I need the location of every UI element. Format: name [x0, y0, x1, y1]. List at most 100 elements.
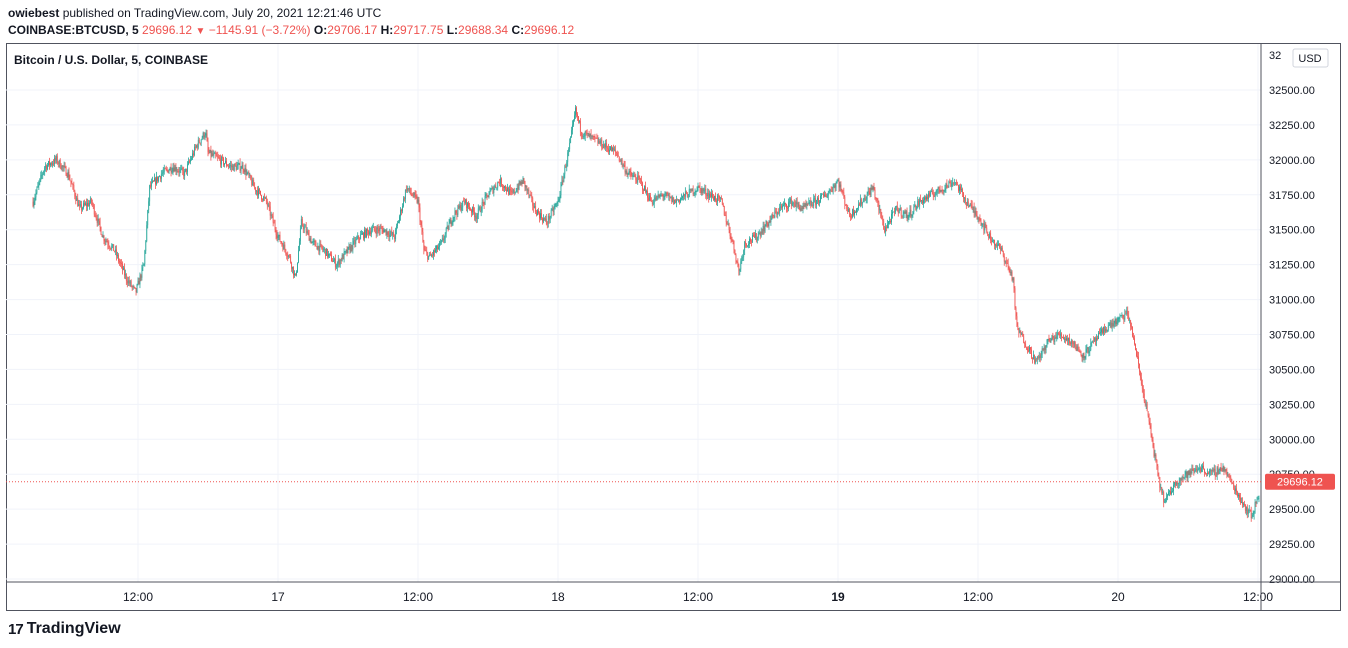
candle-body: [543, 218, 544, 222]
candle-body: [121, 263, 122, 265]
candle-body: [284, 244, 286, 250]
candle-body: [1228, 475, 1230, 477]
candle-body: [1225, 469, 1227, 471]
candle-body: [371, 227, 373, 231]
candle-body: [1007, 263, 1009, 267]
candle-body: [781, 206, 783, 208]
candle-body: [757, 233, 759, 238]
candle-body: [677, 199, 678, 201]
candle-body: [177, 171, 179, 173]
candle-body: [348, 246, 350, 248]
candle-body: [939, 189, 941, 192]
candle-body: [74, 190, 76, 197]
candle-body: [40, 174, 42, 179]
candle-body: [933, 195, 935, 197]
candle-body: [911, 214, 913, 217]
candle-body: [1232, 482, 1234, 484]
candle-body: [290, 255, 292, 263]
candle-body: [899, 207, 901, 211]
candle-body: [790, 198, 792, 206]
candle-body: [1227, 475, 1229, 477]
candle-body: [286, 253, 288, 257]
candle-body: [993, 239, 994, 241]
candle-body: [1251, 516, 1253, 519]
candle-body: [984, 223, 986, 231]
candle-body: [622, 164, 624, 166]
candle-body: [558, 199, 560, 201]
candle-body: [976, 214, 978, 219]
candle-body: [810, 201, 812, 206]
candle-body: [707, 192, 709, 197]
candle-body: [729, 229, 731, 237]
candle-body: [468, 202, 469, 207]
candle-body: [722, 204, 724, 206]
candle-body: [1214, 468, 1216, 476]
candle-body: [49, 161, 50, 166]
candle-body: [965, 202, 967, 206]
candle-body: [75, 196, 77, 201]
candle-body: [969, 203, 971, 207]
tradingview-logo[interactable]: 17 TradingView: [8, 620, 121, 638]
candle-body: [1218, 469, 1220, 474]
candle-body: [857, 208, 858, 209]
candle-body: [152, 180, 153, 183]
candle-body: [1062, 336, 1063, 338]
candle-body: [1053, 338, 1055, 342]
high-label: H:: [380, 23, 394, 37]
candle-body: [690, 188, 692, 192]
candle-body: [333, 260, 334, 262]
author-name[interactable]: owiebest: [8, 6, 60, 20]
candle-body: [180, 168, 182, 170]
candle-body: [340, 259, 342, 261]
candle-body: [502, 185, 503, 187]
candle-body: [1121, 314, 1123, 316]
candle-body: [91, 202, 93, 205]
candle-body: [150, 185, 152, 187]
candle-body: [117, 255, 118, 256]
candle-body: [907, 215, 909, 219]
candle-body: [46, 165, 48, 170]
candle-body: [1138, 356, 1139, 364]
candle-body: [961, 189, 962, 191]
candle-body: [1186, 471, 1188, 479]
candle-body: [1030, 347, 1031, 350]
candle-body: [617, 155, 619, 157]
candle-body: [181, 168, 183, 169]
candle-body: [57, 163, 59, 164]
candle-body: [470, 209, 471, 211]
candle-body: [522, 178, 524, 184]
candle-body: [520, 181, 522, 185]
candle-body: [334, 258, 336, 268]
candle-body: [111, 245, 113, 249]
candle-body: [356, 238, 358, 240]
candle-body: [400, 209, 401, 217]
y-tick-label: 31000.00: [1269, 295, 1315, 307]
candle-body: [1045, 345, 1047, 351]
candle-body: [1156, 460, 1158, 466]
candle-body: [1011, 272, 1013, 280]
tradingview-logo-icon: 17: [8, 620, 24, 638]
candle-body: [593, 135, 595, 137]
candle-body: [620, 159, 622, 161]
candle-body: [123, 267, 124, 270]
price-chart[interactable]: 29000.0029250.0029500.0029750.0030000.00…: [6, 43, 1341, 611]
candle-body: [982, 223, 984, 225]
candle-body: [1219, 467, 1221, 470]
candle-body: [540, 213, 541, 219]
candle-body: [469, 206, 470, 210]
candle-body: [391, 231, 393, 235]
candle-body: [432, 254, 433, 256]
candle-body: [919, 199, 921, 206]
candle-body: [219, 157, 221, 159]
candle-body: [202, 132, 204, 138]
candle-body: [73, 185, 75, 191]
candle-body: [1173, 484, 1174, 492]
candle-body: [351, 245, 353, 250]
candle-body: [534, 205, 536, 208]
candle-body: [90, 198, 92, 203]
candle-body: [904, 211, 906, 214]
candle-body: [100, 227, 102, 235]
candle-body: [399, 216, 400, 222]
candle-body: [236, 165, 238, 170]
candle-body: [923, 200, 924, 204]
